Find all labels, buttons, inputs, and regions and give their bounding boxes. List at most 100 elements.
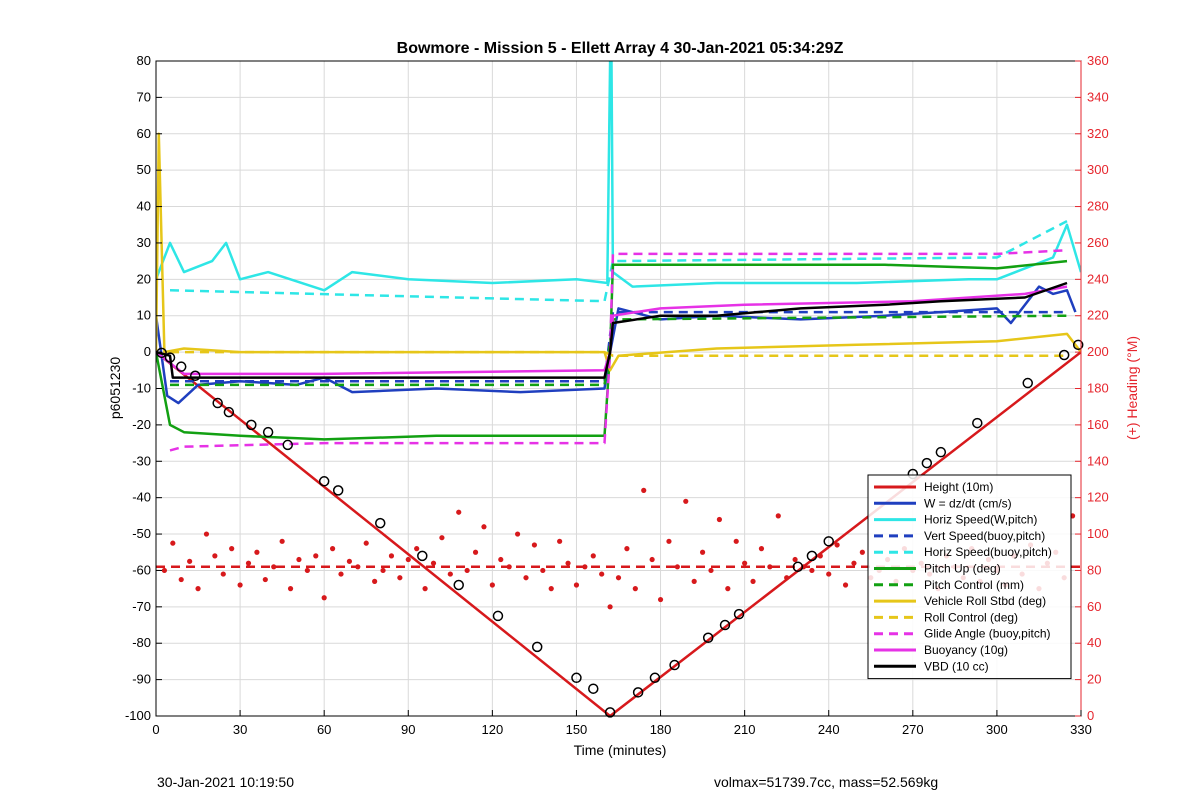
heading-point: [262, 576, 268, 583]
heading-point: [590, 553, 596, 559]
y2-tick-label: 260: [1087, 235, 1109, 250]
y2-tick-label: 120: [1087, 490, 1109, 505]
heading-point: [271, 564, 277, 570]
depth-marker: [588, 683, 599, 694]
series-line-6: [170, 314, 1068, 387]
x-axis: 0 30 60 90 120 150 180 210 240 270 300 330: [152, 710, 1092, 737]
x-axis-label: Time (minutes): [574, 742, 667, 758]
heading-point: [632, 586, 638, 592]
heading-point: [414, 546, 420, 552]
depth-marker: [212, 397, 223, 409]
y2-tick-label: 280: [1087, 199, 1109, 214]
heading-point: [641, 487, 647, 493]
series-line-2: [156, 61, 1081, 292]
y-tick-label: 10: [137, 308, 151, 323]
heading-point: [565, 560, 571, 566]
heading-point: [514, 531, 521, 537]
heading-point: [573, 582, 580, 588]
legend: Height (10m) W = dz/dt (cm/s) Horiz Speed(…: [867, 474, 1072, 680]
heading-point: [388, 553, 395, 559]
heading-point: [313, 553, 319, 559]
x-tick-label: 150: [566, 722, 588, 737]
heading-point: [531, 542, 538, 548]
heading-point: [447, 571, 453, 577]
x-tick-label: 120: [482, 722, 504, 737]
heading-point: [245, 560, 252, 566]
depth-marker: [669, 659, 680, 671]
heading-point: [355, 564, 361, 570]
legend-box: [867, 474, 1072, 680]
legend-label: VBD (10 cc): [924, 659, 989, 673]
heading-point: [750, 578, 756, 584]
heading-point: [321, 595, 327, 601]
heading-point: [363, 540, 369, 546]
y-tick-label: -50: [132, 526, 151, 541]
heading-point: [582, 564, 588, 570]
x-tick-label: 30: [233, 722, 247, 737]
depth-marker: [1058, 349, 1070, 361]
legend-label: Horiz Speed(buoy,pitch): [924, 545, 1052, 559]
series-line-0: [156, 351, 1081, 716]
y2-tick-label: 320: [1087, 126, 1109, 141]
heading-point: [826, 571, 832, 577]
heading-point: [557, 538, 563, 544]
depth-marker: [262, 426, 274, 438]
heading-point: [195, 586, 201, 592]
y-tick-label: -10: [132, 381, 151, 396]
depth-marker: [719, 619, 731, 631]
heading-point: [506, 564, 512, 570]
heading-point: [212, 553, 218, 559]
x-tick-label: 240: [818, 722, 840, 737]
heading-point: [716, 516, 723, 523]
depth-marker: [921, 457, 933, 469]
legend-label: Buoyancy (10g): [924, 643, 1008, 657]
legend-label: Horiz Speed(W,pitch): [924, 513, 1037, 527]
left-axis: -100-90-80-70-60-50-40-30-20-10010203040…: [125, 53, 162, 723]
depth-marker: [1022, 377, 1033, 389]
y-tick-label: 30: [137, 235, 151, 250]
depth-marker: [417, 550, 428, 562]
y-tick-label: -70: [132, 599, 151, 614]
y-tick-label: 40: [137, 199, 151, 214]
heading-point: [683, 498, 689, 504]
heading-point: [430, 560, 437, 566]
depth-marker: [189, 370, 201, 382]
heading-point: [725, 586, 731, 592]
heading-point: [767, 564, 773, 570]
y-tick-label: -60: [132, 562, 151, 577]
heading-point: [439, 535, 445, 541]
heading-point: [279, 538, 285, 544]
heading-point: [784, 575, 790, 581]
depth-marker: [246, 419, 257, 431]
legend-label: W = dz/dt (cm/s): [924, 496, 1012, 510]
series-layer: [156, 61, 1081, 716]
depth-marker: [332, 485, 344, 496]
y2-tick-label: 300: [1087, 162, 1109, 177]
y-tick-label: 20: [137, 271, 151, 286]
heading-point: [758, 546, 765, 552]
depth-marker: [318, 476, 330, 487]
y2-tick-label: 240: [1087, 271, 1109, 286]
y2-tick-label: 140: [1087, 453, 1109, 468]
heading-point: [187, 558, 193, 564]
y-tick-label: 80: [137, 53, 151, 68]
y-axis-label: p6051230: [107, 357, 123, 420]
legend-label: Vert Speed(buoy,pitch): [924, 529, 1045, 543]
depth-markers: [156, 339, 1084, 718]
depth-marker: [164, 352, 176, 363]
legend-label: Roll Control (deg): [924, 610, 1018, 624]
heading-point: [203, 531, 210, 537]
series-line-11: [156, 281, 1068, 379]
heading-point: [792, 556, 798, 563]
heading-point: [742, 560, 748, 566]
y-tick-label: -90: [132, 672, 151, 687]
heading-point: [464, 567, 470, 574]
x-tick-label: 300: [986, 722, 1008, 737]
depth-marker: [156, 347, 167, 359]
depth-marker: [632, 687, 644, 698]
heading-point: [304, 567, 310, 574]
heading-point: [296, 556, 302, 563]
y2-tick-label: 100: [1087, 526, 1109, 541]
heading-point: [674, 564, 680, 570]
